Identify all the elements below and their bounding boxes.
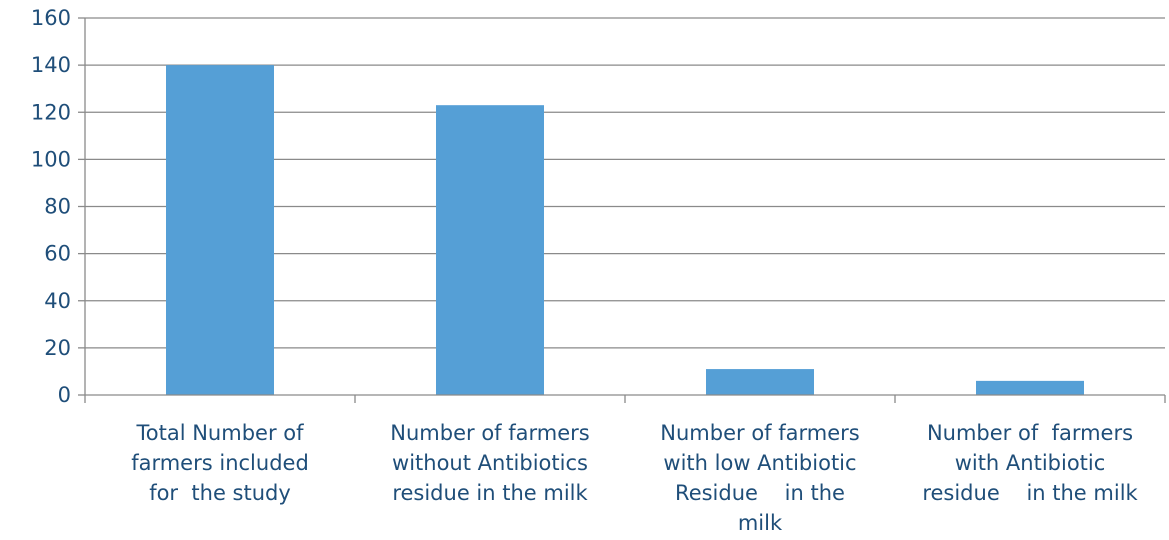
x-category-label: Number of farmers without Antibiotics resi…: [390, 421, 589, 505]
y-tick-label: 160: [31, 6, 71, 30]
x-category-label-line: Number of farmers: [660, 421, 859, 445]
y-tick-label: 100: [31, 147, 71, 171]
x-category-label-line: Number of farmers: [390, 421, 589, 445]
x-category-label: Number of farmers with low Antibiotic Resi…: [660, 421, 859, 535]
x-category-label-line: farmers included: [131, 451, 309, 475]
bar: [706, 369, 814, 395]
x-category-label-line: milk: [738, 511, 783, 535]
x-category-label-line: without Antibiotics: [392, 451, 588, 475]
y-tick-label: 80: [44, 195, 71, 219]
x-category-label-line: residue in the milk: [922, 481, 1138, 505]
bars: [166, 65, 1084, 396]
axes: [78, 17, 1166, 403]
x-category-label-line: residue in the milk: [392, 481, 588, 505]
bar: [166, 65, 274, 395]
x-category-label-line: Residue in the: [675, 481, 845, 505]
y-tick-label: 60: [44, 242, 71, 266]
y-tick-label: 0: [58, 383, 71, 407]
y-tick-label: 40: [44, 289, 71, 313]
y-tick-label: 20: [44, 336, 71, 360]
y-tick-label: 140: [31, 53, 71, 77]
x-category-label-line: for the study: [149, 481, 291, 505]
x-category-label-line: with Antibiotic: [955, 451, 1106, 475]
x-category-label-line: Total Number of: [136, 421, 305, 445]
bar: [976, 380, 1084, 395]
x-category-label: Total Number of farmers included for the s…: [131, 421, 309, 505]
bar: [436, 105, 544, 396]
y-tick-labels: 0 20 40 60 80 100 120 140 160: [31, 6, 71, 407]
x-category-label-line: with low Antibiotic: [663, 451, 856, 475]
x-category-label-line: Number of farmers: [927, 421, 1133, 445]
y-tick-label: 120: [31, 100, 71, 124]
category-labels: Total Number of farmers included for the s…: [131, 421, 1138, 535]
x-category-label: Number of farmers with Antibiotic residue …: [922, 421, 1138, 505]
